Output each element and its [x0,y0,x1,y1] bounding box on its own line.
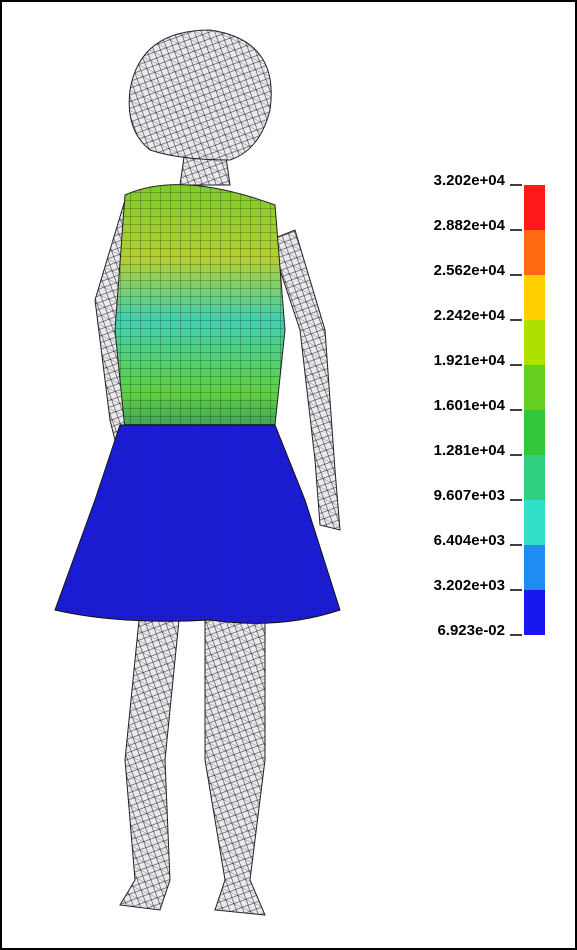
legend-label: 1.281e+04 [434,442,506,459]
legend-label: 6.923e-02 [437,622,505,639]
legend-swatch [524,410,545,455]
legend-swatch [524,320,545,365]
legend-swatch [524,500,545,545]
legend-swatch [524,455,545,500]
legend-label: 2.882e+04 [434,217,506,234]
legend-swatch [524,365,545,410]
legend-swatch [524,230,545,275]
legend-label: 3.202e+04 [434,172,506,189]
legend-swatch [524,545,545,590]
page: 3.202e+04 2.882e+04 2.562e+04 2.242e+04 1.92… [0,0,577,950]
legend-label: 2.242e+04 [434,307,506,324]
figure: 3.202e+04 2.882e+04 2.562e+04 2.242e+04 1.92… [0,0,577,950]
legend-swatch [524,185,545,230]
legend-label: 6.404e+03 [434,532,505,549]
legend-swatch [524,590,545,635]
legend-swatch [524,275,545,320]
legend-label: 3.202e+03 [434,577,505,594]
legend-label: 9.607e+03 [434,487,505,504]
legend-label: 1.921e+04 [434,352,506,369]
legend-label: 1.601e+04 [434,397,506,414]
legend-label: 2.562e+04 [434,262,506,279]
